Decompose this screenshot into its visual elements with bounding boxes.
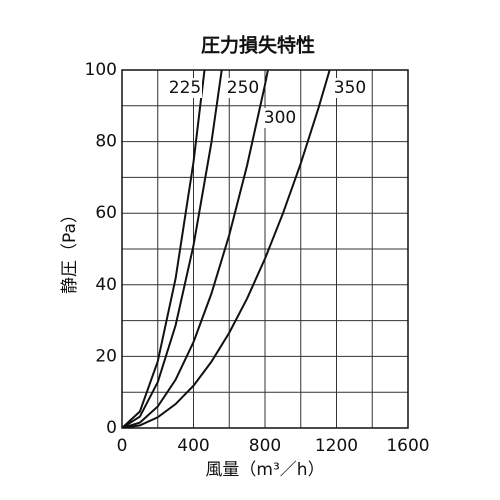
x-tick-label: 1600 <box>386 436 429 456</box>
x-tick-label: 0 <box>117 436 128 456</box>
y-axis-label: 静圧（Pa） <box>60 206 80 294</box>
label-bg <box>226 78 260 98</box>
label-bg <box>263 108 297 128</box>
plot-frame <box>121 69 409 429</box>
y-tick-label: 0 <box>106 418 117 438</box>
series-label: 300 <box>264 108 296 128</box>
chart-title: 圧力損失特性 <box>201 34 315 57</box>
y-tick-label: 40 <box>95 275 117 295</box>
curve <box>122 70 331 428</box>
x-tick-label: 400 <box>177 436 209 456</box>
label-bg <box>333 78 367 98</box>
y-tick-label: 100 <box>85 60 117 80</box>
label-bg <box>168 78 202 98</box>
y-tick-label: 20 <box>95 346 117 366</box>
x-tick-label: 1200 <box>315 436 358 456</box>
curve <box>122 70 206 428</box>
y-tick-label: 60 <box>95 203 117 223</box>
curve <box>122 70 269 428</box>
series-label: 350 <box>334 78 366 98</box>
series-label: 225 <box>169 78 201 98</box>
x-axis-label: 風量（m³／h） <box>205 460 324 480</box>
x-tick-label: 800 <box>249 436 281 456</box>
curve <box>122 70 223 428</box>
series-label: 250 <box>227 78 259 98</box>
y-tick-label: 80 <box>95 132 117 152</box>
